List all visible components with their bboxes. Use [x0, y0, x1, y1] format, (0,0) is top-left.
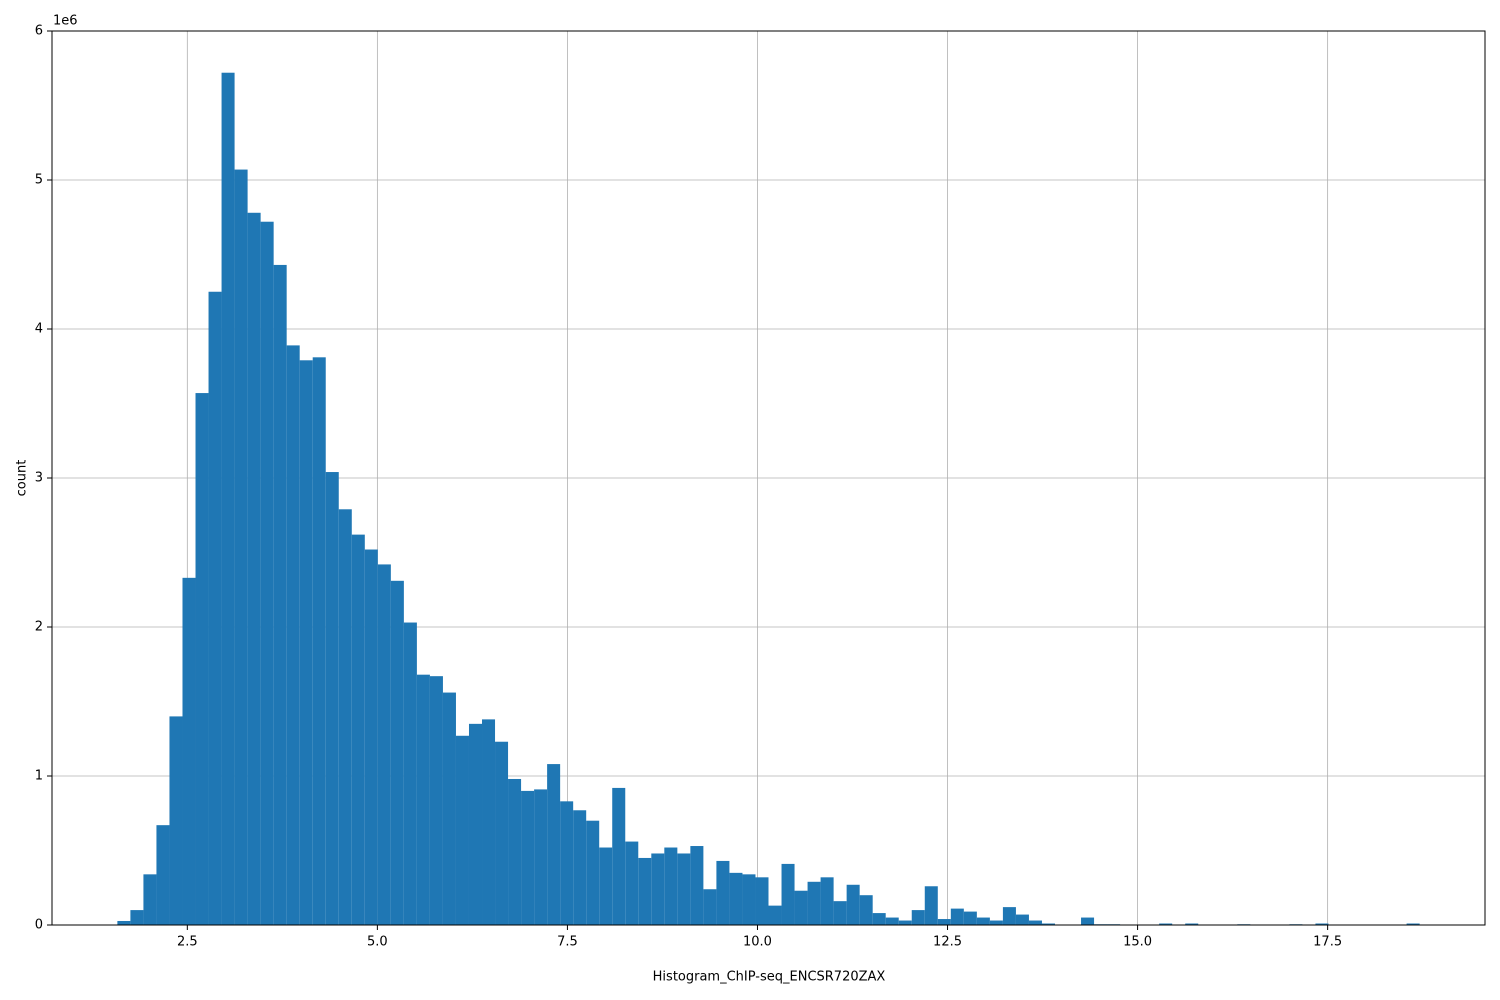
bar: [716, 860, 730, 925]
bar: [455, 735, 469, 925]
bar: [442, 692, 456, 925]
bar: [547, 764, 561, 925]
bar: [781, 863, 795, 925]
y-tick-label: 2: [35, 620, 43, 635]
bar: [625, 841, 639, 925]
bar: [234, 169, 248, 925]
x-tick-label: 2.5: [177, 935, 198, 950]
bar: [924, 886, 938, 925]
bar: [560, 801, 574, 925]
bar: [677, 853, 691, 925]
x-tick-label: 12.5: [933, 935, 962, 950]
y-tick-label: 0: [35, 918, 43, 933]
y-tick-label: 1: [35, 769, 43, 784]
bar: [351, 534, 365, 925]
bar: [1159, 923, 1173, 925]
y-tick-label: 6: [35, 24, 43, 39]
x-axis-label: Histogram_ChIP-seq_ENCSR720ZAX: [653, 970, 886, 985]
bar: [521, 790, 535, 925]
bar: [729, 872, 743, 925]
bar: [1185, 923, 1199, 925]
bar: [976, 917, 990, 925]
bar: [885, 917, 899, 925]
bar: [403, 622, 417, 925]
bar: [273, 264, 287, 925]
bar: [898, 920, 912, 925]
bar: [989, 920, 1003, 925]
y-tick-label: 3: [35, 471, 43, 486]
bar: [325, 472, 339, 925]
bar: [833, 901, 847, 925]
bar: [690, 846, 704, 925]
bar: [482, 719, 496, 925]
bar: [612, 787, 626, 925]
x-tick-label: 7.5: [557, 935, 578, 950]
bar: [169, 716, 183, 925]
bar: [1315, 923, 1329, 925]
bar: [638, 857, 652, 925]
bar: [963, 911, 977, 925]
bar: [1015, 914, 1029, 925]
bar: [468, 723, 483, 925]
bar: [937, 919, 951, 925]
bar: [338, 509, 352, 925]
bar: [221, 72, 235, 926]
bar: [742, 874, 756, 925]
bar: [1406, 923, 1420, 925]
bar: [312, 357, 326, 925]
bar: [664, 847, 678, 925]
bar: [508, 778, 522, 925]
bar: [911, 910, 925, 925]
bar: [755, 877, 769, 925]
bar: [599, 847, 613, 925]
bar: [534, 789, 548, 925]
bar: [703, 889, 717, 925]
bar: [299, 360, 313, 925]
bar: [143, 874, 157, 925]
bar: [156, 825, 170, 925]
bar: [208, 291, 222, 925]
bar: [195, 393, 209, 925]
y-tick-label: 5: [35, 173, 43, 188]
bar: [586, 820, 600, 925]
bar: [1002, 907, 1016, 925]
bar: [390, 580, 404, 925]
bar: [416, 674, 430, 925]
bar: [364, 549, 378, 925]
bar: [247, 212, 261, 925]
bar: [495, 741, 509, 925]
bar: [651, 853, 665, 925]
bar: [130, 910, 144, 925]
bar: [1081, 917, 1095, 925]
bar: [286, 345, 300, 925]
bar: [117, 920, 131, 925]
bar: [820, 877, 834, 925]
x-tick-label: 5.0: [367, 935, 388, 950]
bar: [573, 810, 587, 925]
bar: [859, 895, 873, 925]
bar: [260, 221, 274, 926]
bar: [377, 564, 391, 925]
bar: [794, 890, 808, 925]
axes: 2.5 5.0 7.5 10.0 12.5 15.0 17.5 0 1 2 3 4 5 6: [35, 24, 1486, 950]
bar: [768, 905, 782, 925]
bar: [429, 676, 443, 925]
x-tick-label: 17.5: [1313, 935, 1342, 950]
bar: [950, 908, 964, 925]
bar: [872, 913, 886, 925]
x-tick-label: 10.0: [743, 935, 772, 950]
bars: [117, 72, 1420, 926]
bar: [1041, 923, 1055, 925]
bar: [807, 881, 821, 925]
bar: [182, 577, 196, 925]
x-tick-label: 15.0: [1123, 935, 1152, 950]
y-tick-label: 4: [35, 322, 43, 337]
bar: [1028, 920, 1042, 925]
bar: [846, 884, 860, 925]
y-offset-label: 1e6: [53, 14, 78, 29]
y-axis-label: count: [15, 460, 30, 497]
